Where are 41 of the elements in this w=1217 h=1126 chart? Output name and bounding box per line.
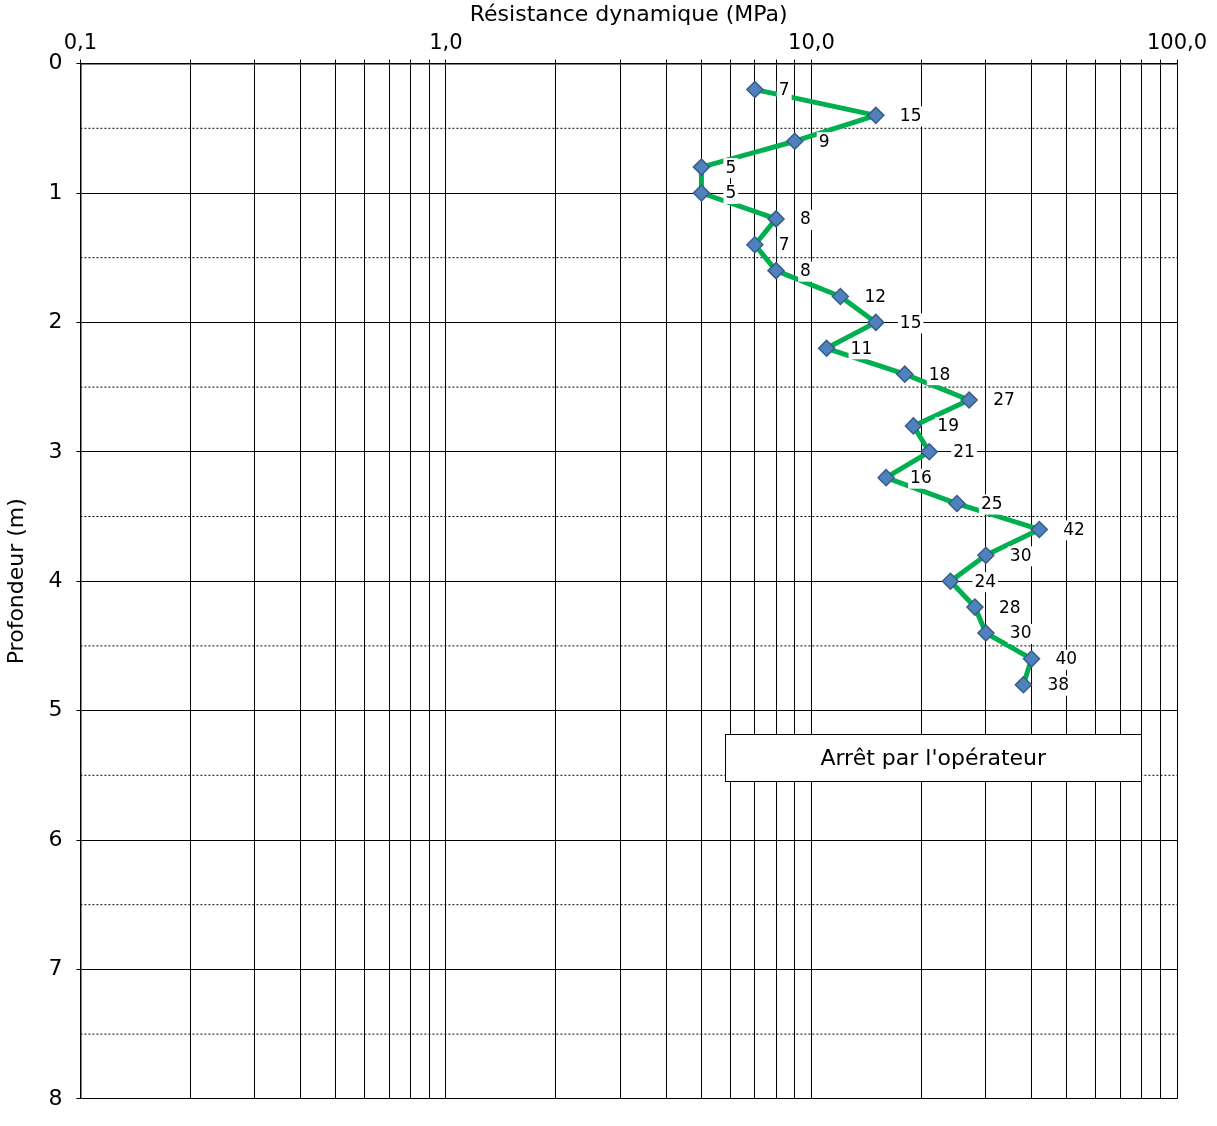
data-label: 12 [864, 285, 887, 306]
data-label: 9 [818, 130, 830, 151]
y-tick-label: 4 [48, 566, 63, 592]
data-label: 18 [928, 363, 951, 384]
data-label: 5 [725, 182, 737, 203]
y-tick-label: 1 [48, 178, 63, 204]
x-tick-label: 0,1 [63, 30, 98, 55]
data-label: 7 [778, 234, 790, 255]
data-label: 15 [899, 311, 922, 332]
y-tick-label: 0 [48, 49, 63, 75]
data-label: 5 [725, 156, 737, 177]
data-label: 8 [800, 208, 811, 229]
data-label: 30 [1009, 622, 1032, 643]
x-axis-title: Résistance dynamique (MPa) [469, 0, 788, 26]
y-tick-label: 6 [48, 825, 63, 851]
note-box: Arrêt par l'opérateur [725, 733, 1142, 782]
y-tick-label: 3 [48, 437, 63, 463]
annotation: Arrêt par l'opérateur [820, 745, 1047, 771]
y-tick-label: 8 [48, 1084, 63, 1110]
y-axis-title: Profondeur (m) [2, 498, 28, 665]
data-label: 16 [910, 467, 932, 488]
data-label: 8 [800, 260, 811, 281]
data-label: 38 [1047, 674, 1070, 695]
data-label: 40 [1055, 648, 1078, 669]
x-tick-label: 100,0 [1146, 30, 1208, 55]
y-tick-label: 7 [48, 955, 63, 981]
data-label: 7 [778, 78, 790, 99]
data-label: 24 [974, 570, 997, 591]
data-label: 11 [850, 337, 873, 358]
data-label: 25 [980, 492, 1003, 513]
data-label: 15 [899, 104, 922, 125]
y-tick-label: 2 [48, 308, 63, 334]
data-label: 21 [953, 441, 975, 462]
data-label: 28 [998, 596, 1021, 617]
data-label: 30 [1009, 544, 1032, 565]
x-tick-label: 10,0 [788, 30, 835, 55]
data-label: 19 [937, 415, 959, 436]
data-label: 42 [1063, 518, 1085, 539]
x-tick-label: 1,0 [429, 30, 463, 55]
data-label: 27 [993, 389, 1015, 410]
y-tick-label: 5 [48, 696, 63, 722]
